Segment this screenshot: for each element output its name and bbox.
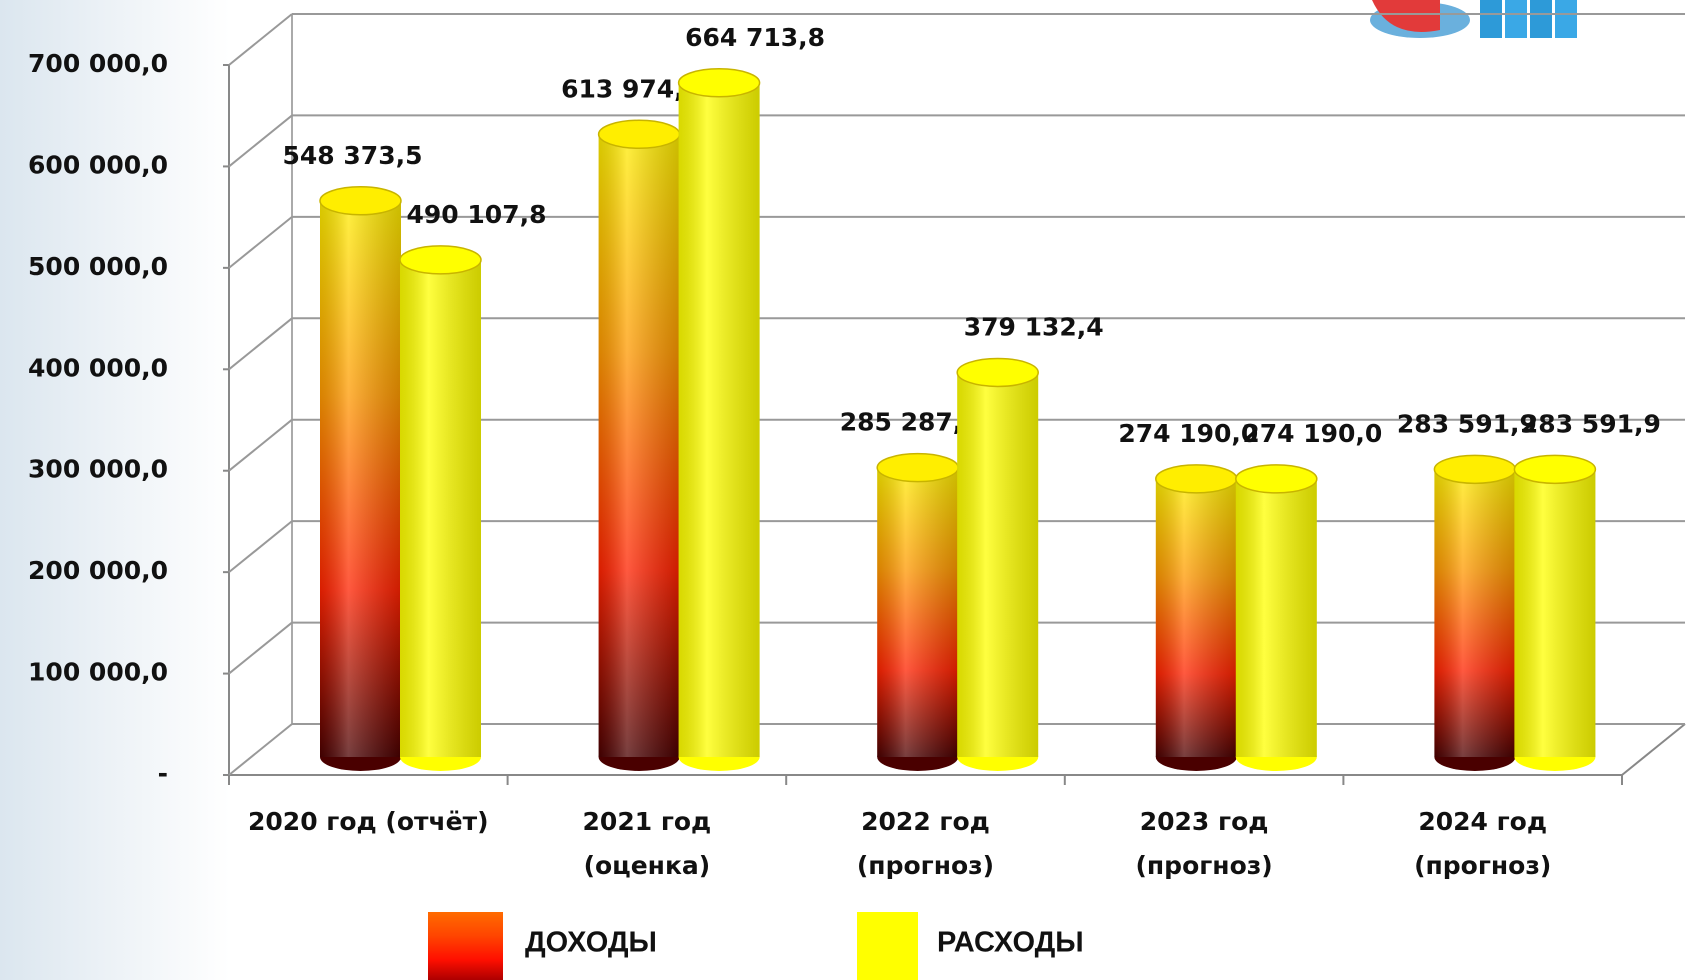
- bar-shade: [1155, 478, 1237, 757]
- value-label: 664 713,8: [685, 23, 825, 52]
- bar-cap: [677, 68, 761, 98]
- bar-shade: [1434, 469, 1516, 757]
- bar-shade: [957, 372, 1039, 757]
- value-label: 283 591,9: [1521, 409, 1661, 438]
- cylinder: [876, 452, 959, 771]
- y-tick-label: 300 000,0: [28, 455, 168, 484]
- icon: [1370, 0, 1577, 38]
- x-tick-label: 2022 год (прогноз): [856, 807, 995, 880]
- bar-shade: [877, 467, 959, 757]
- bar-cap: [956, 357, 1039, 388]
- grid-line: [228, 114, 293, 168]
- y-tick-label: 400 000,0: [28, 353, 168, 382]
- x-tick-label: 2020 год (отчёт): [248, 807, 489, 836]
- y-tick-label: 700 000,0: [28, 49, 168, 78]
- cylinder: [1513, 454, 1597, 771]
- bar-cap: [597, 119, 681, 150]
- cylinder: [319, 186, 402, 771]
- x-tick-label: 2021 год (оценка): [582, 807, 712, 880]
- value-label: 490 107,8: [407, 200, 547, 229]
- axis-line: [1621, 723, 1686, 776]
- legend-swatch-tint: [428, 912, 503, 980]
- bar-cap: [1433, 454, 1517, 485]
- grid-line: [228, 520, 293, 573]
- value-label: 613 974,9: [561, 74, 701, 103]
- bar-cap: [319, 186, 402, 216]
- value-label: 274 190,0: [1118, 419, 1258, 448]
- bar-shade: [1514, 469, 1596, 757]
- y-tick-label: 500 000,0: [28, 252, 168, 281]
- y-tick-label: 100 000,0: [28, 658, 168, 687]
- value-label: 379 132,4: [964, 312, 1104, 341]
- legend-label: РАСХОДЫ: [937, 927, 1084, 959]
- bar-cap: [1513, 454, 1597, 485]
- bar-shade: [678, 82, 760, 758]
- legend-label: ДОХОДЫ: [525, 927, 657, 959]
- y-tick-label: -: [158, 759, 168, 788]
- grid-line: [228, 723, 293, 776]
- grid-line: [228, 418, 293, 472]
- bar-cap: [399, 245, 482, 275]
- cylinder: [956, 357, 1039, 771]
- y-tick-label: 200 000,0: [28, 556, 168, 585]
- legend-swatch: [857, 912, 918, 980]
- bar-cap: [1235, 464, 1318, 494]
- value-label: 274 190,0: [1242, 419, 1382, 448]
- grid-line: [228, 317, 293, 371]
- value-label: 283 591,9: [1397, 409, 1537, 438]
- grid-line: [228, 621, 293, 675]
- bar-shade: [400, 259, 481, 757]
- grid-line: [228, 216, 293, 269]
- y-tick-label: 600 000,0: [28, 150, 168, 179]
- bar-cap: [1155, 464, 1238, 494]
- cylinder: [597, 119, 681, 771]
- value-label: 548 373,5: [283, 141, 423, 170]
- bar-cap: [876, 452, 959, 483]
- value-label: 285 287,5: [840, 408, 980, 437]
- cylinder: [677, 68, 761, 771]
- bar-shade: [598, 134, 680, 757]
- x-tick-label: 2023 год (прогноз): [1135, 807, 1273, 880]
- cylinder: [399, 245, 482, 771]
- cylinder: [1433, 454, 1517, 771]
- x-tick-label: 2024 год (прогноз): [1414, 807, 1552, 880]
- cylinder: [1155, 464, 1238, 771]
- cylinder: [1235, 464, 1318, 771]
- bar-shade: [1235, 478, 1317, 757]
- grid-line: [228, 13, 293, 66]
- bar-shade: [320, 200, 401, 757]
